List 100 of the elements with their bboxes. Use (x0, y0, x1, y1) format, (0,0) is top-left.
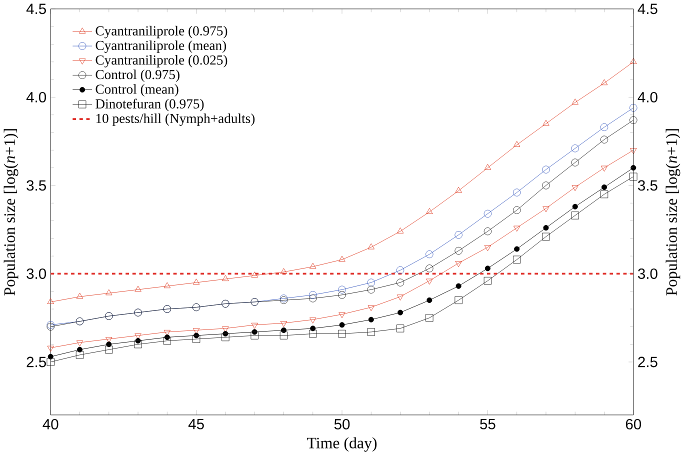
point (338, 255, 346, 262)
point (367, 286, 376, 294)
point (339, 322, 345, 328)
point (338, 290, 346, 299)
point (600, 78, 608, 85)
point (310, 325, 316, 331)
point (163, 336, 172, 344)
point (367, 328, 376, 336)
point (46, 358, 54, 366)
point (396, 324, 404, 332)
point (368, 316, 374, 322)
point (47, 298, 54, 304)
point (222, 326, 229, 332)
x-tick-label: 40 (42, 418, 58, 430)
y-tick-label: 4.5 (26, 4, 46, 14)
point (454, 296, 462, 304)
point (396, 294, 404, 300)
point (106, 289, 112, 295)
point (280, 331, 288, 340)
point (280, 320, 288, 327)
point (455, 186, 462, 193)
legend-label: Cyantraniliprole (mean) (96, 40, 226, 53)
point (572, 204, 578, 210)
point (47, 346, 54, 352)
point (396, 278, 404, 286)
point (105, 346, 113, 354)
point (542, 206, 550, 212)
point (600, 166, 608, 172)
point (426, 208, 433, 214)
point (250, 331, 258, 340)
y2-tick-label: 4.0 (638, 92, 658, 102)
point (192, 334, 200, 343)
point (76, 350, 84, 359)
point (484, 244, 492, 251)
point (543, 224, 549, 230)
point (426, 264, 434, 272)
point (251, 322, 258, 329)
point (106, 336, 112, 343)
point (456, 283, 462, 289)
y2-tick-label: 3.0 (638, 268, 658, 279)
point (571, 144, 579, 152)
point (76, 292, 84, 298)
point (309, 294, 317, 302)
y-axis-title: Population size [log(n+1)] (4, 128, 18, 296)
point (338, 286, 346, 294)
x-axis-title: Time (day) (307, 436, 377, 452)
point (542, 165, 550, 174)
x-tick-label: 55 (480, 418, 496, 430)
x-tick-label: 45 (188, 418, 204, 430)
point (338, 330, 346, 338)
point (600, 190, 608, 198)
point (512, 206, 521, 214)
point (368, 243, 375, 250)
point (368, 304, 375, 311)
point (134, 286, 142, 292)
y-tick-label: 2.5 (26, 356, 46, 367)
point (630, 172, 638, 180)
point (396, 266, 404, 274)
point (222, 274, 229, 281)
point (512, 188, 521, 196)
point (600, 135, 608, 144)
point (251, 271, 258, 278)
point (513, 226, 520, 232)
point (572, 184, 578, 191)
point (338, 312, 346, 318)
y2-axis-title: Population size [log(n+1)] (666, 128, 680, 296)
point (134, 340, 142, 348)
point (512, 255, 521, 264)
legend-label: Control (0.975) (96, 69, 180, 82)
legend-label: Cyantraniliprole (0.975) (96, 26, 228, 38)
legend-label: Cyantraniliprole (0.025) (96, 54, 228, 68)
point (601, 184, 608, 190)
point (600, 123, 608, 131)
point (454, 246, 462, 254)
point (484, 265, 490, 271)
x-tick-label: 60 (626, 418, 642, 430)
point (396, 227, 404, 234)
y2-tick-label: 3.5 (638, 180, 658, 190)
point (484, 227, 492, 235)
point (280, 268, 288, 274)
point (630, 58, 637, 64)
y-tick-label: 3.0 (26, 268, 46, 279)
point (309, 317, 316, 324)
point (192, 278, 200, 284)
point (454, 230, 462, 239)
point (571, 211, 579, 220)
point (134, 333, 142, 340)
legend-label: Dinotefuran (0.975) (96, 98, 204, 112)
y-tick-label: 3.5 (26, 180, 46, 190)
point (398, 310, 404, 316)
point (630, 148, 637, 154)
point (280, 327, 286, 333)
point (455, 260, 462, 267)
point (484, 210, 492, 218)
x-tick-label: 50 (334, 418, 350, 430)
y-tick-label: 4.0 (26, 92, 46, 102)
point (426, 278, 433, 284)
point (48, 354, 54, 360)
point (164, 330, 171, 336)
point (542, 120, 550, 126)
